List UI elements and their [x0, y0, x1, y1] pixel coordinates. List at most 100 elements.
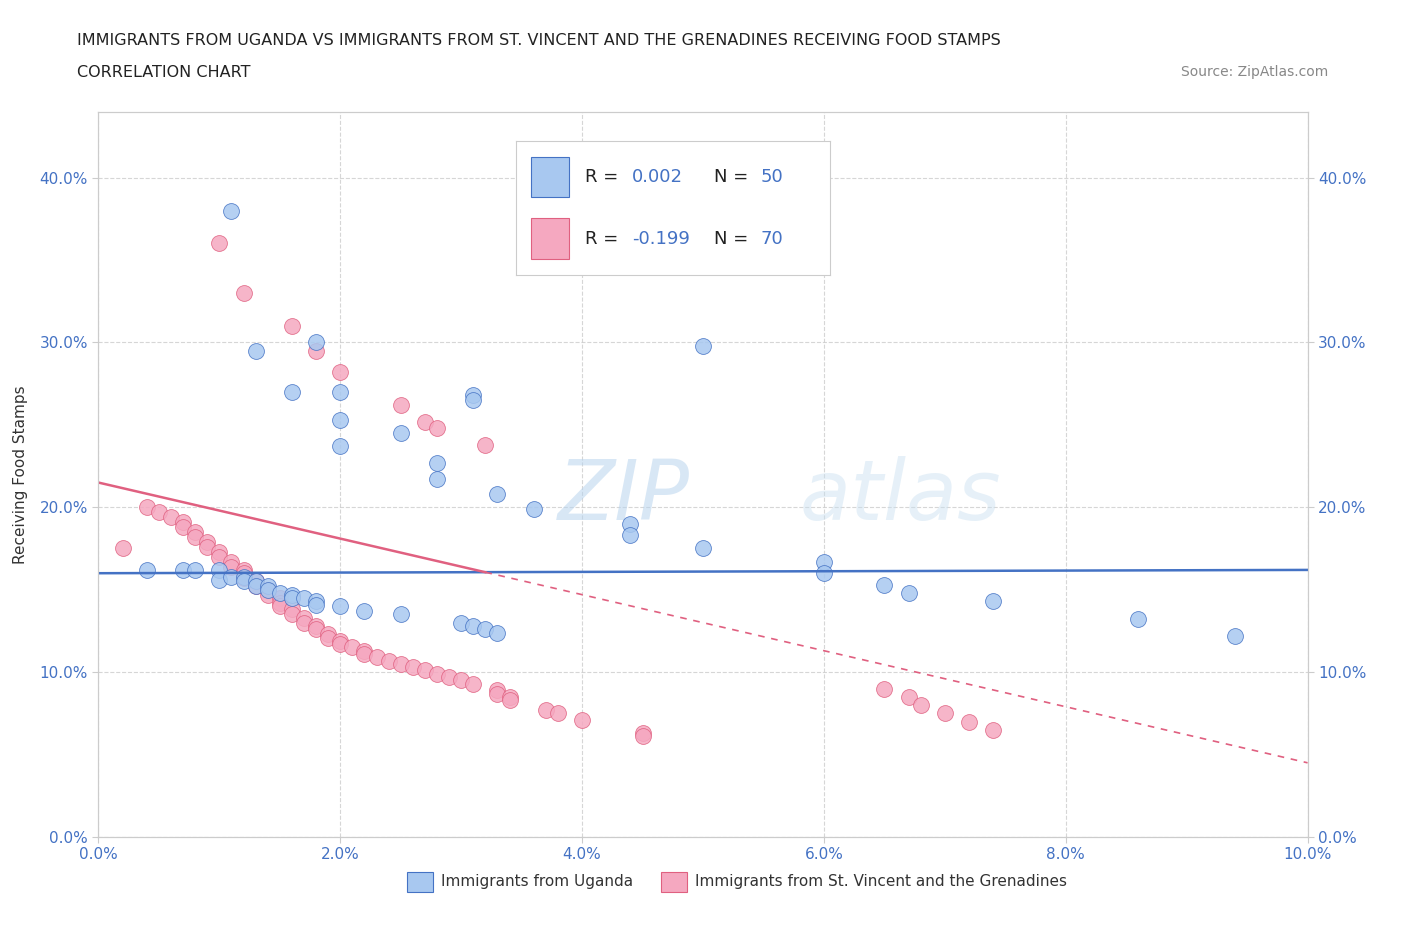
Point: [305, 622, 328, 637]
Point: [1223, 629, 1246, 644]
Point: [292, 591, 315, 605]
Point: [934, 706, 956, 721]
Point: [498, 689, 520, 704]
Point: [329, 633, 352, 648]
Point: [426, 456, 449, 471]
Point: [450, 616, 472, 631]
Point: [208, 544, 231, 559]
Point: [631, 725, 654, 740]
Text: CORRELATION CHART: CORRELATION CHART: [77, 65, 250, 80]
Point: [172, 520, 194, 535]
Point: [329, 599, 352, 614]
Point: [184, 525, 207, 539]
Point: [184, 529, 207, 544]
Point: [813, 554, 835, 569]
Point: [377, 653, 399, 668]
Point: [1128, 612, 1150, 627]
Text: ZIP: ZIP: [558, 456, 690, 537]
Point: [195, 535, 218, 550]
Point: [305, 594, 328, 609]
Point: [437, 670, 460, 684]
Point: [245, 579, 267, 594]
Point: [135, 499, 157, 514]
Point: [160, 510, 183, 525]
Point: [232, 571, 254, 586]
Y-axis label: Receiving Food Stamps: Receiving Food Stamps: [14, 385, 28, 564]
Point: [389, 426, 412, 441]
Point: [498, 693, 520, 708]
Point: [221, 569, 243, 584]
Point: [281, 384, 304, 399]
Point: [547, 706, 569, 721]
Point: [353, 646, 375, 661]
Point: [208, 236, 231, 251]
FancyBboxPatch shape: [406, 871, 433, 892]
Point: [329, 637, 352, 652]
Point: [534, 703, 557, 718]
Point: [305, 618, 328, 633]
Point: [208, 563, 231, 578]
Point: [329, 439, 352, 454]
Point: [245, 574, 267, 589]
Point: [631, 729, 654, 744]
Point: [486, 686, 509, 701]
Point: [366, 650, 388, 665]
Point: [281, 587, 304, 602]
Point: [413, 663, 436, 678]
Point: [245, 343, 267, 358]
Point: [316, 631, 339, 645]
Point: [389, 398, 412, 413]
Point: [281, 591, 304, 605]
Point: [619, 516, 641, 531]
Point: [232, 565, 254, 580]
Point: [195, 539, 218, 554]
Point: [426, 666, 449, 681]
Point: [316, 627, 339, 642]
Point: [208, 572, 231, 587]
Point: [269, 599, 291, 614]
Point: [172, 563, 194, 578]
Point: [486, 683, 509, 698]
Point: [463, 618, 485, 633]
Point: [463, 388, 485, 403]
Point: [256, 582, 278, 597]
Point: [232, 574, 254, 589]
Text: Immigrants from Uganda: Immigrants from Uganda: [440, 874, 633, 889]
Point: [208, 550, 231, 565]
Point: [486, 625, 509, 640]
Point: [148, 505, 170, 520]
Point: [221, 203, 243, 218]
Point: [232, 286, 254, 300]
Point: [571, 712, 593, 727]
Point: [692, 339, 714, 353]
Point: [463, 392, 485, 407]
Point: [426, 420, 449, 435]
Point: [523, 501, 546, 516]
Point: [305, 343, 328, 358]
Point: [692, 541, 714, 556]
Point: [292, 616, 315, 631]
Point: [329, 413, 352, 428]
Point: [135, 563, 157, 578]
Point: [474, 622, 496, 637]
Point: [329, 365, 352, 379]
Point: [353, 604, 375, 618]
Text: Immigrants from St. Vincent and the Grenadines: Immigrants from St. Vincent and the Gren…: [695, 874, 1067, 889]
Point: [897, 586, 920, 601]
Point: [619, 528, 641, 543]
Point: [269, 591, 291, 605]
Point: [486, 486, 509, 501]
Point: [232, 569, 254, 584]
Text: IMMIGRANTS FROM UGANDA VS IMMIGRANTS FROM ST. VINCENT AND THE GRENADINES RECEIVI: IMMIGRANTS FROM UGANDA VS IMMIGRANTS FRO…: [77, 33, 1001, 47]
Point: [402, 659, 425, 674]
Point: [474, 437, 496, 452]
Point: [450, 673, 472, 688]
Point: [281, 602, 304, 617]
Point: [353, 644, 375, 658]
Point: [413, 414, 436, 429]
FancyBboxPatch shape: [661, 871, 688, 892]
Point: [342, 640, 364, 655]
Point: [184, 563, 207, 578]
Point: [463, 676, 485, 691]
Point: [813, 565, 835, 580]
